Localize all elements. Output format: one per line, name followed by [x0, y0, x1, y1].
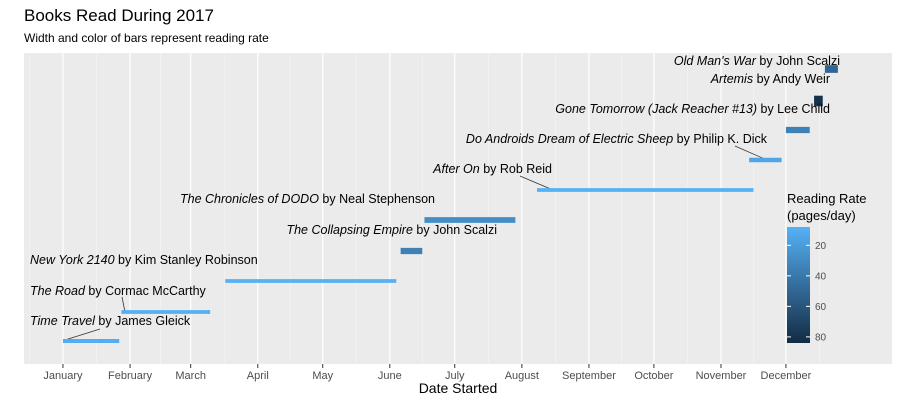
x-tick-label: July: [445, 370, 465, 382]
book-by: by: [753, 72, 772, 86]
leader-line: [64, 328, 101, 341]
legend-title-line-1: Reading Rate: [787, 191, 867, 206]
book-by: by: [95, 314, 115, 328]
leader-line: [734, 145, 768, 161]
book-title: Do Androids Dream of Electric Sheep: [466, 132, 673, 146]
x-tick-label: February: [108, 370, 153, 382]
legend-tick-label: 20: [815, 241, 827, 252]
book-by: by: [756, 54, 776, 68]
x-tick-label: June: [378, 370, 402, 382]
leader-line: [519, 175, 554, 191]
x-tick-label: January: [43, 370, 83, 382]
book-by: by: [673, 132, 693, 146]
chart-title: Books Read During 2017: [24, 6, 214, 25]
leader-line: [121, 296, 126, 313]
legend-tick-label: 40: [815, 271, 827, 282]
book-label: After On by Rob Reid: [432, 162, 552, 176]
book-title: Artemis: [710, 72, 753, 86]
book-author: John Scalzi: [433, 223, 497, 237]
legend-colorbar: [787, 227, 810, 343]
book-label: Time Travel by James Gleick: [30, 314, 191, 328]
book-author: James Gleick: [115, 314, 191, 328]
x-tick-label: September: [562, 370, 616, 382]
book-by: by: [757, 102, 777, 116]
x-axis-title: Date Started: [419, 380, 498, 396]
book-label: New York 2140 by Kim Stanley Robinson: [30, 253, 258, 267]
book-label: The Collapsing Empire by John Scalzi: [286, 223, 497, 237]
book-labels: Time Travel by James Gleick The Road by C…: [30, 54, 840, 328]
book-title: After On: [432, 162, 480, 176]
book-title: Time Travel: [30, 314, 96, 328]
book-by: by: [480, 162, 500, 176]
x-tick-label: March: [175, 370, 206, 382]
book-author: Philip K. Dick: [693, 132, 767, 146]
book-bars: [62, 65, 838, 343]
book-by: by: [413, 223, 433, 237]
x-tick-label: October: [634, 370, 673, 382]
legend-title-line-2: (pages/day): [787, 208, 856, 223]
x-axis: January February March April May June July Augu…: [43, 364, 812, 382]
minor-gridlines: [29, 53, 820, 364]
book-label: The Road by Cormac McCarthy: [30, 284, 207, 298]
book-by: by: [319, 192, 339, 206]
book-title: Old Man's War: [674, 54, 757, 68]
book-author: Rob Reid: [500, 162, 552, 176]
book-label: Artemis by Andy Weir: [710, 72, 830, 86]
book-author: Cormac McCarthy: [105, 284, 206, 298]
book-title: Gone Tomorrow (Jack Reacher #13): [555, 102, 757, 116]
book-title: The Chronicles of DODO: [180, 192, 319, 206]
legend: Reading Rate (pages/day) 20 40 60 80: [787, 191, 867, 343]
legend-ticks: 20 40 60 80: [787, 241, 827, 343]
book-title: The Road: [30, 284, 86, 298]
book-by: by: [115, 253, 135, 267]
book-title: New York 2140: [30, 253, 115, 267]
book-title: The Collapsing Empire: [286, 223, 412, 237]
book-author: Kim Stanley Robinson: [135, 253, 258, 267]
book-label: Do Androids Dream of Electric Sheep by P…: [466, 132, 768, 146]
x-tick-label: April: [247, 370, 269, 382]
book-author: Neal Stephenson: [339, 192, 435, 206]
book-label: Old Man's War by John Scalzi: [674, 54, 840, 68]
book-label: Gone Tomorrow (Jack Reacher #13) by Lee …: [555, 102, 830, 116]
book-author: Lee Child: [777, 102, 830, 116]
book-label: The Chronicles of DODO by Neal Stephenso…: [180, 192, 435, 206]
x-tick-label: August: [505, 370, 539, 382]
chart-subtitle: Width and color of bars represent readin…: [24, 31, 269, 45]
x-tick-label: December: [761, 370, 812, 382]
book-by: by: [85, 284, 105, 298]
x-tick-label: May: [312, 370, 333, 382]
legend-tick-label: 60: [815, 302, 827, 313]
x-tick-label: November: [696, 370, 747, 382]
legend-tick-label: 80: [815, 332, 827, 343]
major-gridlines: [62, 53, 787, 364]
book-author: John Scalzi: [776, 54, 840, 68]
book-author: Andy Weir: [773, 72, 830, 86]
label-leader-lines: [64, 145, 768, 341]
